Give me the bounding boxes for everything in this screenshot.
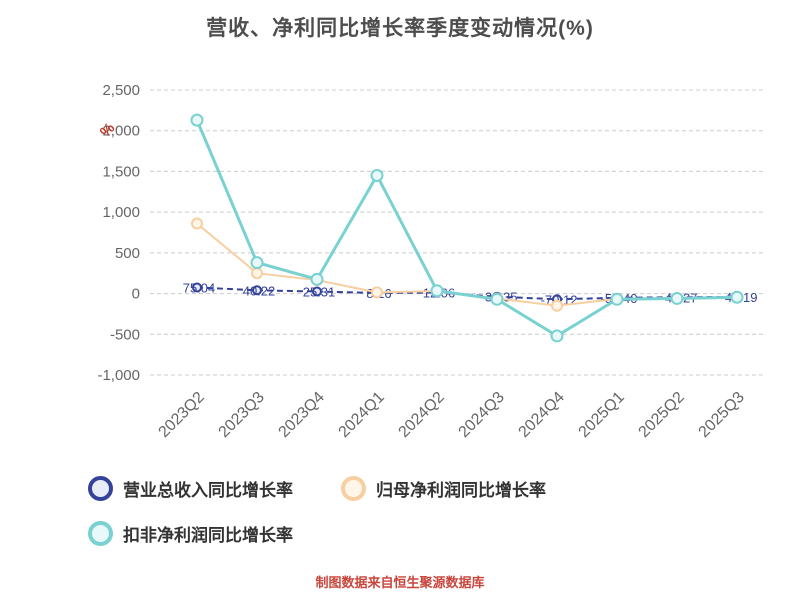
series-line-2 [195, 119, 738, 338]
legend-marker-revenue-icon [88, 476, 113, 501]
data-point-marker [252, 285, 262, 296]
x-axis-tick-label: 2025Q1 [576, 389, 628, 441]
data-point-marker [370, 169, 384, 182]
data-point-marker [490, 292, 504, 306]
x-axis-tick-label: 2023Q3 [216, 389, 268, 441]
chart-canvas: 2,5002,0001,5001,0005000-500-1,000%2023Q… [97, 82, 765, 441]
data-point-marker [190, 113, 204, 127]
data-source-note: 制图数据来自恒生聚源数据库 [315, 575, 485, 590]
legend-row-1: 营业总收入同比增长率 归母净利润同比增长率 [88, 476, 594, 501]
data-point-label: 25.31 [303, 285, 336, 300]
legend-label-net-profit: 归母净利润同比增长率 [376, 481, 546, 500]
y-axis-tick-label: 2,500 [102, 82, 140, 99]
x-axis-tick-label: 2024Q3 [456, 389, 508, 441]
data-point-marker [670, 291, 684, 305]
y-axis-tick-label: 500 [115, 245, 140, 262]
legend-label-non-gaap: 扣非净利润同比增长率 [123, 526, 293, 545]
legend-item-net-profit-growth[interactable]: 归母净利润同比增长率 [341, 476, 546, 501]
data-point-marker [551, 299, 563, 312]
legend-marker-non-gaap-icon [88, 521, 113, 546]
data-point-marker [610, 292, 624, 306]
data-point-marker [430, 284, 444, 298]
x-axis-tick-label: 2023Q4 [276, 389, 328, 441]
data-point-marker [730, 290, 744, 304]
x-axis-tick-label: 2025Q3 [696, 389, 748, 441]
x-axis-tick-label: 2024Q4 [516, 389, 568, 441]
data-point-marker [371, 286, 383, 299]
y-axis-tick-label: 1,500 [102, 163, 140, 180]
legend-row-2: 扣非净利润同比增长率 [88, 521, 594, 546]
legend-marker-net-profit-icon [341, 476, 366, 501]
x-axis-tick-label: 2025Q2 [636, 389, 688, 441]
legend-item-non-gaap-growth[interactable]: 扣非净利润同比增长率 [88, 521, 293, 546]
legend: 营业总收入同比增长率 归母净利润同比增长率 扣非净利润同比增长率 [88, 476, 594, 566]
chart-title: 营收、净利同比增长率季度变动情况(%) [206, 17, 594, 40]
data-point-marker [191, 217, 203, 230]
legend-item-revenue-growth[interactable]: 营业总收入同比增长率 [88, 476, 293, 501]
x-axis-tick-label: 2024Q2 [396, 389, 448, 441]
data-point-marker [192, 282, 202, 293]
y-axis-tick-label: 0 [132, 286, 140, 303]
data-point-marker [550, 329, 564, 343]
legend-label-revenue: 营业总收入同比增长率 [123, 481, 293, 500]
data-point-label: 75.04 [183, 280, 216, 295]
x-axis-tick-label: 2023Q2 [156, 389, 208, 441]
data-point-marker [310, 272, 324, 286]
y-axis-tick-label: -1,000 [97, 367, 140, 384]
data-point-label: 40.22 [243, 283, 276, 298]
y-axis-tick-label: 2,000 [102, 123, 140, 140]
y-axis-tick-label: -500 [110, 326, 140, 343]
y-axis-tick-label: 1,000 [102, 204, 140, 221]
data-point-marker [251, 267, 263, 280]
data-point-marker [250, 256, 264, 270]
x-axis-tick-label: 2024Q1 [336, 389, 388, 441]
data-point-marker [312, 286, 322, 297]
